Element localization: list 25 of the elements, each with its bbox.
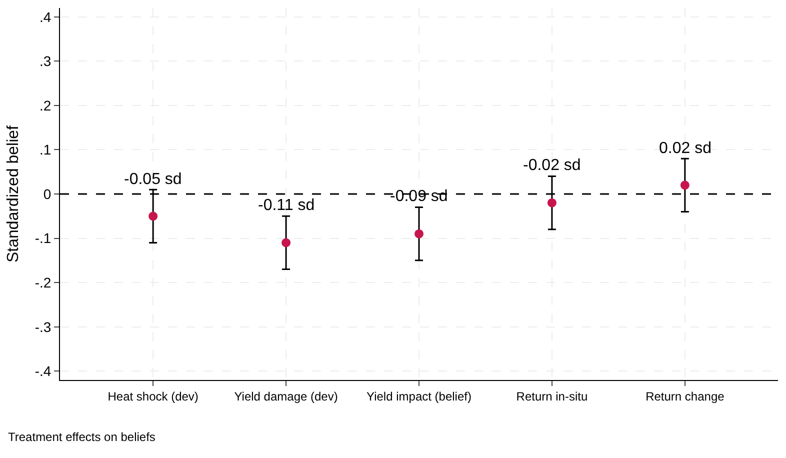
y-tick-label: .1 [40, 142, 52, 158]
x-tick-label: Yield impact (belief) [366, 389, 472, 404]
data-label: -0.02 sd [523, 157, 581, 174]
x-tick-label: Yield damage (dev) [234, 389, 338, 404]
data-label: -0.05 sd [124, 171, 182, 188]
y-tick-label: .3 [40, 53, 52, 70]
y-tick-label: -.1 [34, 230, 52, 246]
point [547, 198, 556, 208]
y-axis-title: Standardized belief [5, 124, 22, 262]
text: Treatment effects on beliefs [8, 430, 156, 444]
y-tick-label: -.3 [34, 318, 52, 335]
data-label: 0.02 sd [659, 140, 712, 157]
x-tick-label: Heat shock (dev) [108, 389, 198, 404]
y-tick-label: .2 [40, 97, 52, 114]
y-tick-label: .4 [40, 8, 52, 25]
x-tick-label: Return change [646, 389, 725, 404]
y-tick-label: -.4 [34, 363, 52, 380]
point [148, 212, 158, 221]
y-tick-label: -.2 [34, 274, 52, 290]
point [414, 229, 424, 238]
data-label: -0.11 sd [258, 197, 315, 214]
point [282, 238, 291, 248]
y-tick-label: 0 [43, 186, 52, 202]
x-tick-label: Return in-situ [516, 389, 588, 404]
point [680, 180, 690, 190]
